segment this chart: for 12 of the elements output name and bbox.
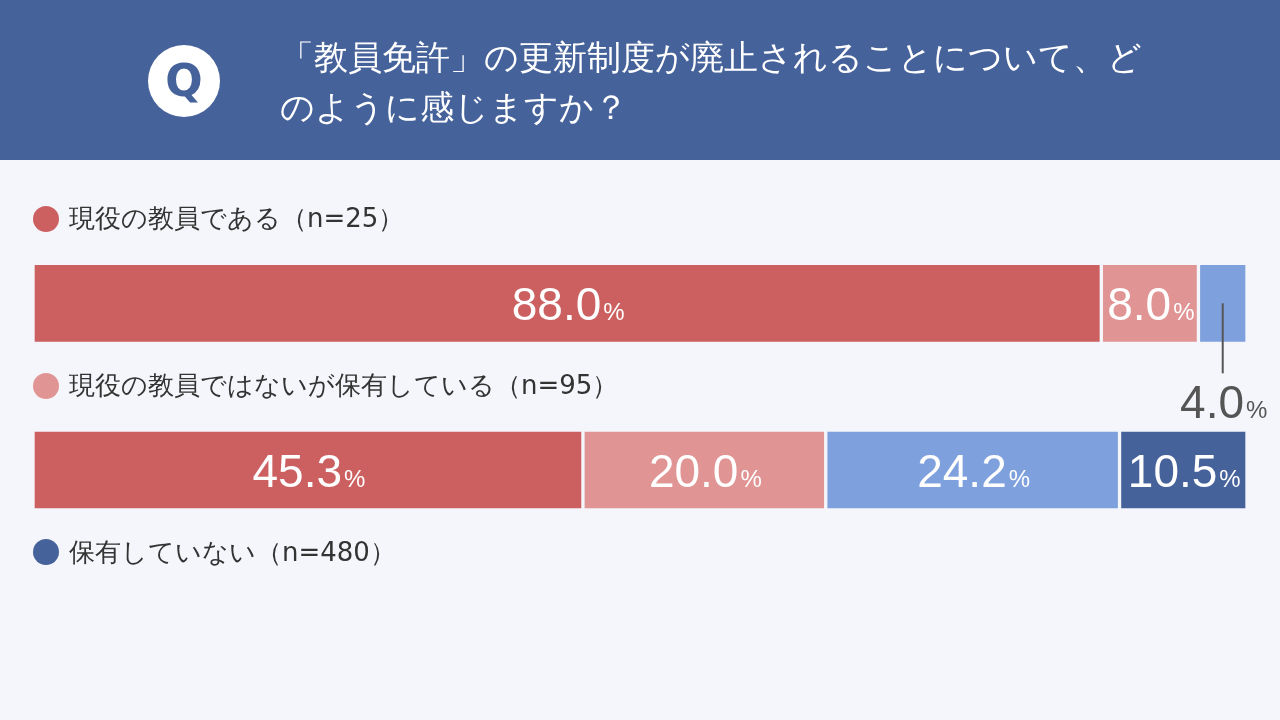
data-label: 24.2% <box>917 445 1031 497</box>
chart-title: 「教員免許」の更新制度が廃止されることについて、どのように感じますか？ <box>280 36 1143 129</box>
question-icon: Q <box>148 45 220 117</box>
y-tick-label: 現役の教員である（n=25） <box>69 202 405 236</box>
data-label: 45.3% <box>252 445 366 497</box>
data-label: 8.0% <box>1107 278 1195 331</box>
data-label: 4.0% <box>1180 376 1268 429</box>
data-label: 20.0% <box>648 445 762 497</box>
y-tick-label: 保有していない（n=480） <box>69 535 396 569</box>
y-tick-label: 現役の教員ではないが保有している（n=95） <box>69 369 619 402</box>
data-label: 88.0% <box>511 278 625 331</box>
data-label: 10.5% <box>1127 445 1241 497</box>
